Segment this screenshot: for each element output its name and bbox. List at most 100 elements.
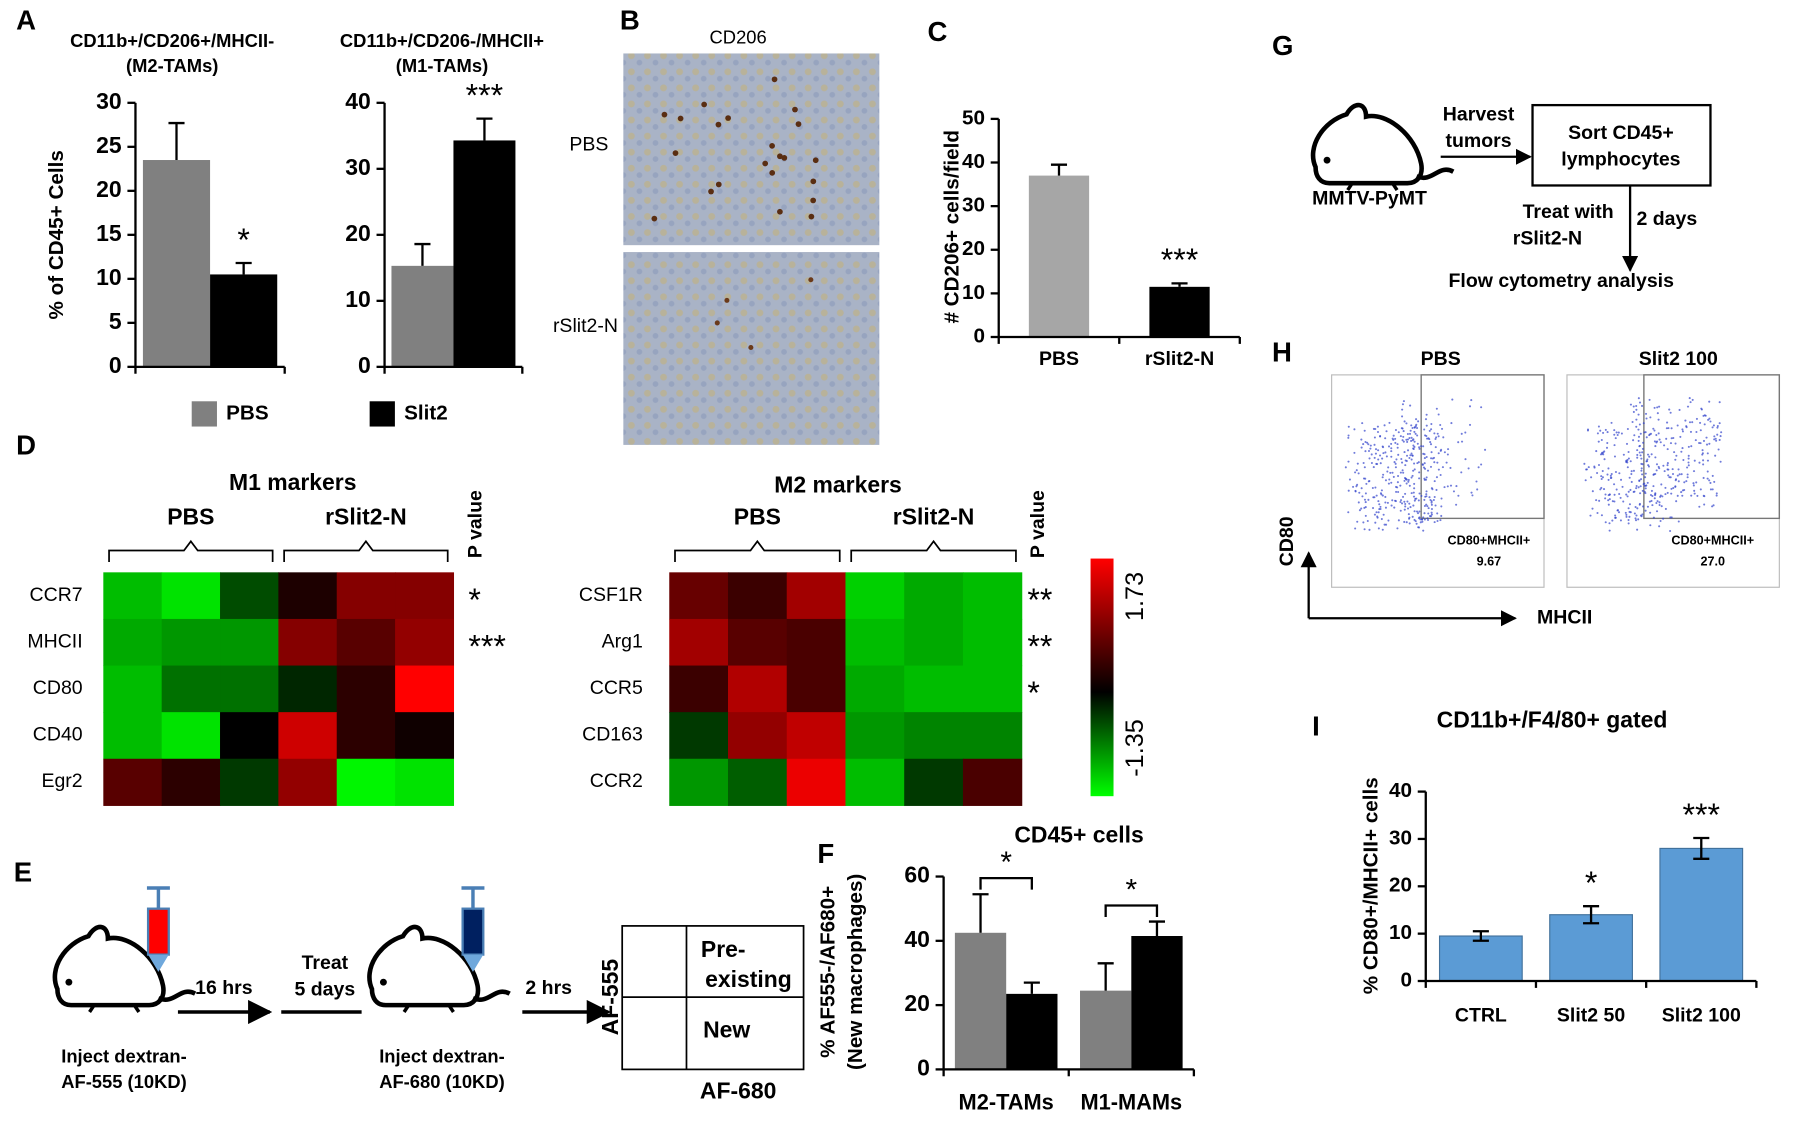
- flow-dot: [1410, 492, 1413, 495]
- flow-dot: [1610, 421, 1613, 424]
- flow-dot: [1363, 528, 1366, 531]
- flow-dot: [1646, 481, 1649, 484]
- flow-dot: [1663, 444, 1666, 447]
- flow-dot: [1613, 483, 1616, 486]
- flow-dot: [1425, 424, 1428, 427]
- flow-dot: [1408, 437, 1411, 440]
- stain-dot: [810, 178, 817, 185]
- flow-dot: [1600, 475, 1603, 478]
- flow-dot: [1625, 515, 1628, 518]
- flow-dot: [1704, 414, 1707, 417]
- flow-dot: [1678, 473, 1681, 476]
- flow-dot: [1389, 471, 1392, 474]
- flow-dot: [1418, 492, 1421, 495]
- flow-dot: [1632, 439, 1635, 442]
- chart-title: M1 markers: [229, 469, 357, 495]
- flow-dot: [1642, 441, 1645, 444]
- flow-dot: [1468, 405, 1472, 408]
- flow-dot: [1390, 442, 1393, 445]
- flow-dot: [1672, 487, 1675, 490]
- flow-dot: [1440, 514, 1443, 518]
- stain-dot: [677, 115, 684, 122]
- step-label: tumors: [1446, 130, 1512, 152]
- flow-dot: [1627, 522, 1630, 525]
- flow-dot: [1388, 421, 1391, 424]
- heatmap-cell: [103, 758, 163, 806]
- flow-dot: [1410, 439, 1413, 442]
- flow-dot: [1599, 488, 1602, 491]
- flow-dot: [1445, 461, 1448, 464]
- significance: *: [237, 222, 250, 258]
- flow-dot: [1653, 440, 1656, 443]
- flow-dot: [1664, 507, 1667, 510]
- flow-dot: [1646, 458, 1649, 461]
- step-label: Inject dextran-: [379, 1046, 505, 1067]
- flow-dot: [1410, 458, 1413, 461]
- flow-dot: [1708, 417, 1711, 420]
- y-tick-label: 40: [962, 150, 985, 173]
- flow-dot: [1409, 454, 1412, 457]
- flow-dot: [1687, 445, 1690, 448]
- flow-dot: [1344, 466, 1347, 469]
- panel-label: F: [817, 838, 834, 869]
- flow-dot: [1593, 466, 1596, 469]
- flow-dot: [1347, 460, 1350, 463]
- flow-dot: [1401, 495, 1405, 498]
- heatmap-cell: [962, 712, 1023, 760]
- y-tick-label: 40: [345, 88, 371, 114]
- group-label: rSlit2-N: [893, 503, 975, 529]
- chart-title: M2 markers: [774, 471, 902, 497]
- y-tick-label: 60: [904, 862, 930, 888]
- flow-dot: [1391, 471, 1394, 474]
- flow-dot: [1370, 453, 1373, 456]
- flow-dot: [1400, 457, 1403, 461]
- heatmap-cell: [904, 665, 964, 713]
- heatmap-cell: [161, 618, 221, 667]
- flow-dot: [1718, 438, 1721, 441]
- row-label: CCR5: [590, 677, 643, 699]
- chart-title: CD11b+/CD206-/MHCII+: [340, 30, 544, 51]
- flow-dot: [1430, 508, 1434, 511]
- flow-dot: [1451, 398, 1454, 401]
- flow-dot: [1644, 509, 1647, 512]
- flow-dot: [1699, 429, 1702, 432]
- chart-title: CD11b+/CD206+/MHCII-: [70, 30, 274, 51]
- flow-gate: [1643, 374, 1781, 520]
- flow-dot: [1418, 447, 1421, 450]
- flow-dot: [1664, 493, 1667, 496]
- flow-dot: [1383, 523, 1386, 526]
- flow-dot: [1386, 470, 1389, 473]
- heatmap-cell: [278, 758, 338, 806]
- flow-dot: [1687, 454, 1690, 457]
- flow-dot: [1715, 494, 1718, 497]
- flow-dot: [1436, 519, 1439, 523]
- flow-dot: [1363, 498, 1367, 501]
- flow-dot: [1665, 437, 1668, 440]
- axis-title: CD80: [1276, 516, 1298, 566]
- flow-dot: [1681, 447, 1684, 450]
- flow-dot: [1637, 439, 1640, 442]
- flow-dot: [1354, 489, 1357, 492]
- heatmap-cell: [336, 712, 396, 760]
- flow-dot: [1427, 512, 1430, 515]
- heatmap-cell: [103, 618, 163, 667]
- flow-dot: [1380, 489, 1383, 492]
- chart-title: (M2-TAMs): [126, 55, 218, 76]
- flow-dot: [1401, 439, 1404, 442]
- x-tick-label: Slit2 50: [1557, 1005, 1625, 1027]
- flow-dot: [1416, 510, 1419, 513]
- stain-dot: [777, 208, 783, 215]
- flow-dot: [1425, 490, 1428, 493]
- flow-dot: [1367, 480, 1370, 483]
- quadrant-label: Pre-: [701, 936, 746, 962]
- x-tick-label: Slit2 100: [1662, 1005, 1741, 1027]
- shape: [148, 954, 169, 972]
- group-bracket: [674, 539, 841, 563]
- step-label: 2 hrs: [525, 977, 572, 999]
- flow-dot: [1596, 511, 1599, 515]
- flow-dot: [1715, 439, 1718, 442]
- flow-dot: [1644, 492, 1647, 495]
- heatmap-cell: [727, 618, 788, 667]
- group-bracket: [850, 539, 1017, 563]
- flow-dot: [1381, 528, 1384, 531]
